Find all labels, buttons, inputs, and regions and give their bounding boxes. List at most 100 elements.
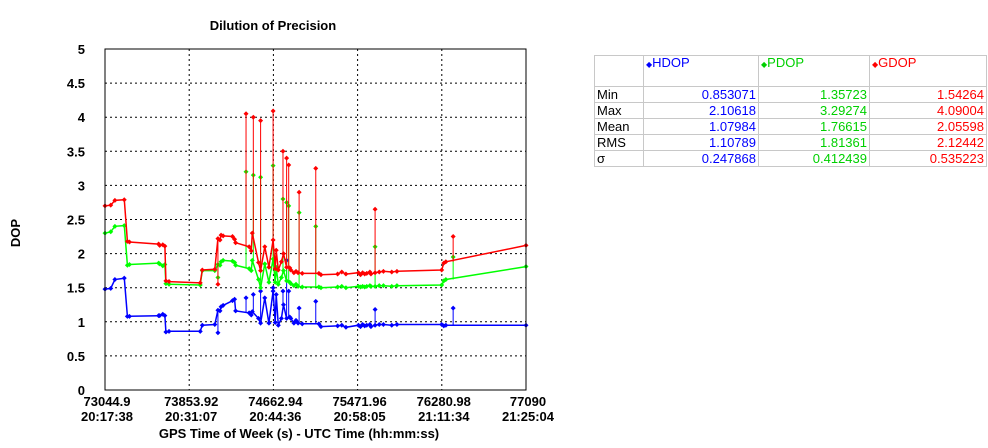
data-point [339, 283, 345, 289]
stats-header-gdop: ◆GDOP [869, 55, 987, 87]
y-tick-label: 4 [78, 110, 86, 125]
stats-header-gdop-label: GDOP [878, 55, 917, 70]
stats-cell-hdop: 2.10618 [643, 102, 759, 119]
data-point [394, 268, 400, 274]
y-tick-label: 1 [78, 315, 85, 330]
spike-point [280, 148, 286, 154]
stats-row-label: σ [594, 150, 644, 167]
data-point [318, 285, 324, 291]
data-point [248, 268, 254, 274]
spike-point [215, 281, 221, 287]
data-point [376, 283, 382, 289]
stats-cell-gdop: 0.535223 [869, 150, 987, 167]
data-point [275, 281, 281, 287]
stats-cell-gdop: 4.09004 [869, 102, 987, 119]
stats-row-label: Max [594, 102, 644, 119]
chart-title: Dilution of Precision [210, 18, 336, 33]
stats-header-pdop-label: PDOP [767, 55, 804, 70]
data-point [278, 315, 284, 321]
data-point [256, 277, 262, 283]
tick-labels: 0 0.5 1 1.5 2 2.5 3 3.5 4 4.5 5 73044.920:17:38 7385… [67, 42, 555, 424]
spike-point [286, 288, 292, 294]
series-hdop [102, 257, 529, 336]
stats-row-min: Min 0.853071 1.35723 1.54264 [594, 86, 987, 103]
stats-corner-cell [594, 55, 644, 87]
spike-point [270, 285, 276, 291]
x-tick-gps-label: 73044.9 [84, 394, 131, 409]
data-point [443, 259, 449, 265]
data-point [343, 285, 349, 291]
y-tick-label: 1.5 [67, 281, 85, 296]
data-point [389, 269, 395, 275]
data-point [217, 308, 223, 314]
x-tick-utc-label: 21:25:04 [502, 409, 555, 424]
x-tick-utc-label: 20:58:05 [334, 409, 386, 424]
stats-cell-pdop: 1.81361 [758, 134, 870, 151]
spike-point [258, 288, 264, 294]
data-point [262, 244, 268, 250]
data-point [318, 324, 324, 330]
data-point [281, 302, 287, 308]
data-point [121, 275, 127, 281]
stats-row-rms: RMS 1.10789 1.81361 2.12442 [594, 134, 987, 151]
stats-row-max: Max 2.10618 3.29274 4.09004 [594, 102, 987, 119]
data-point [212, 266, 218, 272]
x-tick-gps-label: 73853.92 [164, 394, 218, 409]
data-point [162, 313, 168, 319]
series-layer [102, 108, 529, 336]
data-point [380, 322, 386, 328]
data-point [272, 279, 278, 285]
x-tick-utc-label: 20:31:07 [165, 409, 217, 424]
data-point [157, 261, 163, 267]
y-tick-label: 3 [78, 178, 85, 193]
data-point [126, 313, 132, 319]
series-gdop [102, 108, 529, 287]
stats-cell-pdop: 1.76615 [758, 118, 870, 135]
stats-row-sigma: σ 0.247868 0.412439 0.535223 [594, 150, 987, 167]
stats-row-label: Min [594, 86, 644, 103]
data-point [299, 284, 305, 290]
spike-point [280, 288, 286, 294]
spike-point [372, 206, 378, 212]
data-point [335, 271, 341, 277]
data-point [248, 248, 254, 254]
x-axis-label: GPS Time of Week (s) - UTC Time (hh:mm:s… [159, 426, 439, 441]
data-point [394, 322, 400, 328]
hdop-marker-icon: ◆ [646, 60, 653, 69]
data-point [339, 269, 345, 275]
data-point [162, 243, 168, 249]
data-point [108, 202, 114, 208]
data-point [368, 283, 374, 289]
data-point [121, 197, 127, 203]
data-point [275, 322, 281, 328]
y-tick-label: 2 [78, 247, 85, 262]
data-point [266, 264, 272, 270]
data-point [246, 244, 252, 250]
data-point [368, 271, 374, 277]
data-point [262, 261, 268, 267]
data-point [233, 262, 239, 268]
spike-point [270, 108, 276, 114]
spike-point [372, 307, 378, 313]
y-tick-label: 2.5 [67, 213, 85, 228]
x-tick-utc-label: 21:11:34 [418, 409, 470, 424]
y-axis-label: DOP [8, 219, 23, 248]
y-tick-label: 5 [78, 42, 85, 57]
stats-header-hdop: ◆HDOP [643, 55, 759, 87]
data-point [275, 267, 281, 273]
data-point [112, 223, 118, 229]
data-point [108, 285, 114, 291]
stats-header-pdop: ◆PDOP [758, 55, 870, 87]
data-point [343, 271, 349, 277]
data-point [288, 315, 294, 321]
data-point [232, 296, 238, 302]
spike-point [243, 111, 249, 117]
x-tick-gps-label: 76280.98 [417, 394, 471, 409]
spike-point [286, 162, 292, 168]
data-point [112, 197, 118, 203]
spike-point [296, 305, 302, 311]
y-tick-label: 4.5 [67, 76, 85, 91]
spike-point [215, 330, 221, 336]
spike-point [313, 165, 319, 171]
data-point [126, 262, 132, 268]
